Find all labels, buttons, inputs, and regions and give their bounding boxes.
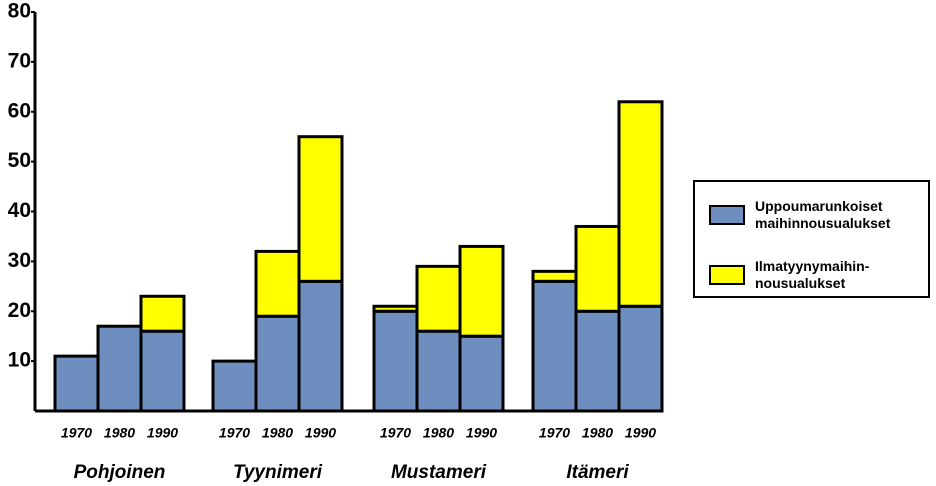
x-tick-label: 1970 xyxy=(539,425,570,441)
x-tick-label: 1980 xyxy=(582,425,613,441)
bar-segment xyxy=(211,359,258,413)
y-tick-label: 40 xyxy=(8,199,31,222)
bar-segment xyxy=(139,329,186,413)
bar-segment xyxy=(372,304,419,313)
x-tick-label: 1980 xyxy=(104,425,135,441)
bar-segment xyxy=(297,135,344,283)
bar-segment xyxy=(617,100,664,308)
y-tick-label: 80 xyxy=(8,0,31,23)
x-tick-label: 1970 xyxy=(219,425,250,441)
x-tick-label: 1990 xyxy=(147,425,178,441)
bar-segment xyxy=(372,309,419,413)
bar-segment xyxy=(254,249,301,318)
y-tick-label: 30 xyxy=(8,249,31,272)
bar-segment xyxy=(254,314,301,413)
bar-segment xyxy=(574,309,621,413)
bar-segment xyxy=(96,324,143,413)
bar-segment xyxy=(531,269,578,283)
bar-segment xyxy=(415,329,462,413)
x-tick-label: 1970 xyxy=(380,425,411,441)
bar-segment xyxy=(617,304,664,413)
bar-segment xyxy=(53,354,100,413)
legend: Uppoumarunkoiset maihinnousualukset Ilmat… xyxy=(693,180,930,298)
x-tick-label: 1990 xyxy=(305,425,336,441)
legend-label: Uppoumarunkoiset maihinnousualukset xyxy=(755,198,891,231)
legend-item: Uppoumarunkoiset maihinnousualukset xyxy=(709,198,927,232)
group-label: Tyynimeri xyxy=(233,462,323,483)
legend-item: Ilmatyynymaihin-nousualukset xyxy=(709,258,927,292)
bar-segment xyxy=(297,279,344,413)
x-tick-label: 1980 xyxy=(423,425,454,441)
x-tick-label: 1970 xyxy=(61,425,92,441)
y-tick-label: 10 xyxy=(8,349,31,372)
group-label: Itämeri xyxy=(566,462,629,483)
x-tick-label: 1990 xyxy=(625,425,656,441)
group-label: Mustameri xyxy=(391,462,487,483)
x-tick-label: 1980 xyxy=(262,425,293,441)
y-tick-label: 70 xyxy=(8,49,31,72)
bar-segment xyxy=(139,294,186,333)
bar-segment xyxy=(531,279,578,413)
y-tick-label: 20 xyxy=(8,299,31,322)
x-tick-label: 1990 xyxy=(466,425,497,441)
y-tick-label: 50 xyxy=(8,149,31,172)
bar-segment xyxy=(415,264,462,333)
group-label: Pohjoinen xyxy=(74,462,166,483)
bar-segment xyxy=(574,224,621,313)
bar-segment xyxy=(458,334,505,413)
legend-swatch xyxy=(709,265,745,285)
bar-segment xyxy=(458,244,505,338)
legend-swatch xyxy=(709,205,745,225)
legend-label: Ilmatyynymaihin-nousualukset xyxy=(755,258,870,291)
y-tick-label: 60 xyxy=(8,99,31,122)
